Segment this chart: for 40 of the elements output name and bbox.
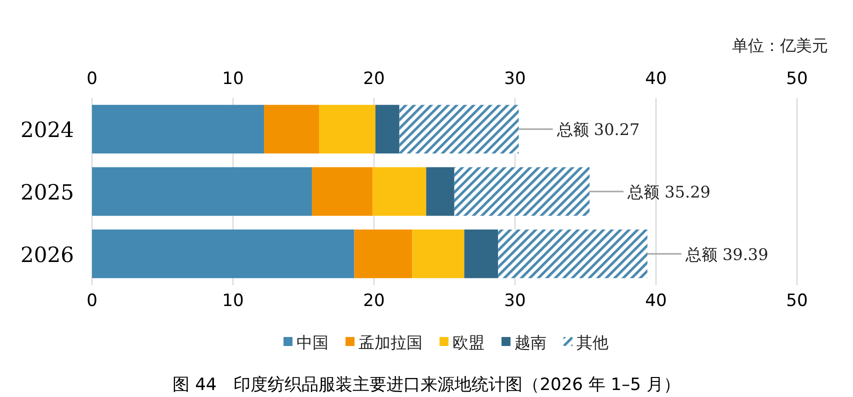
legend-label: 其他: [576, 333, 608, 352]
total-label: 总额 30.27: [556, 120, 640, 140]
bar: [312, 167, 373, 216]
bar: [399, 104, 519, 154]
bar: [319, 104, 376, 154]
bar: [92, 230, 354, 278]
bar: [464, 230, 498, 278]
y-tick-label: 2026: [20, 242, 74, 267]
x2-tick-label: 10: [222, 69, 244, 89]
total-label: 总额 35.29: [626, 182, 710, 202]
bar: [92, 167, 312, 216]
legend-label: 孟加拉国: [358, 333, 422, 352]
x-tick-label: 0: [86, 291, 98, 311]
total-label: 总额 39.39: [684, 244, 768, 264]
text: 图 44 印度纺织品服装主要进口来源地统计图（2026 年 1–5 月）: [172, 375, 680, 395]
legend-label: 中国: [296, 333, 328, 352]
y-tick-label: 2025: [20, 180, 74, 204]
x2-tick-label: 40: [645, 69, 667, 89]
bar: [375, 104, 400, 154]
x-tick-label: 20: [363, 291, 385, 311]
x-tick-label: 30: [504, 291, 526, 311]
bar: [372, 167, 426, 216]
bar: [412, 230, 464, 278]
x2-tick-label: 0: [86, 69, 98, 89]
legend-label: 越南: [514, 333, 546, 352]
bar: [354, 230, 412, 278]
bar: [264, 104, 320, 154]
x2-tick-label: 30: [504, 69, 526, 89]
bar: [426, 167, 454, 216]
legend-label: 欧盟: [452, 333, 484, 352]
text: 单位：亿美元: [732, 36, 828, 55]
y-tick-label: 2024: [20, 118, 74, 142]
bar: [498, 230, 648, 278]
x-tick-label: 50: [786, 291, 808, 311]
bar: [454, 167, 590, 216]
bar: [92, 104, 264, 154]
x2-tick-label: 50: [786, 69, 808, 89]
x-tick-label: 10: [222, 291, 244, 311]
x-tick-label: 40: [645, 291, 667, 311]
x2-tick-label: 20: [363, 69, 385, 89]
